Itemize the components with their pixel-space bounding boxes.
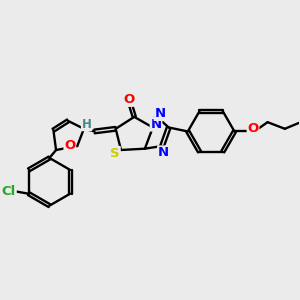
Text: O: O [248,122,259,135]
Text: Cl: Cl [2,184,16,198]
Text: N: N [158,146,169,159]
Text: O: O [123,93,135,106]
Text: O: O [64,139,76,152]
Text: H: H [82,118,92,130]
Text: N: N [150,118,162,131]
Text: S: S [110,147,120,160]
Text: N: N [154,107,166,120]
